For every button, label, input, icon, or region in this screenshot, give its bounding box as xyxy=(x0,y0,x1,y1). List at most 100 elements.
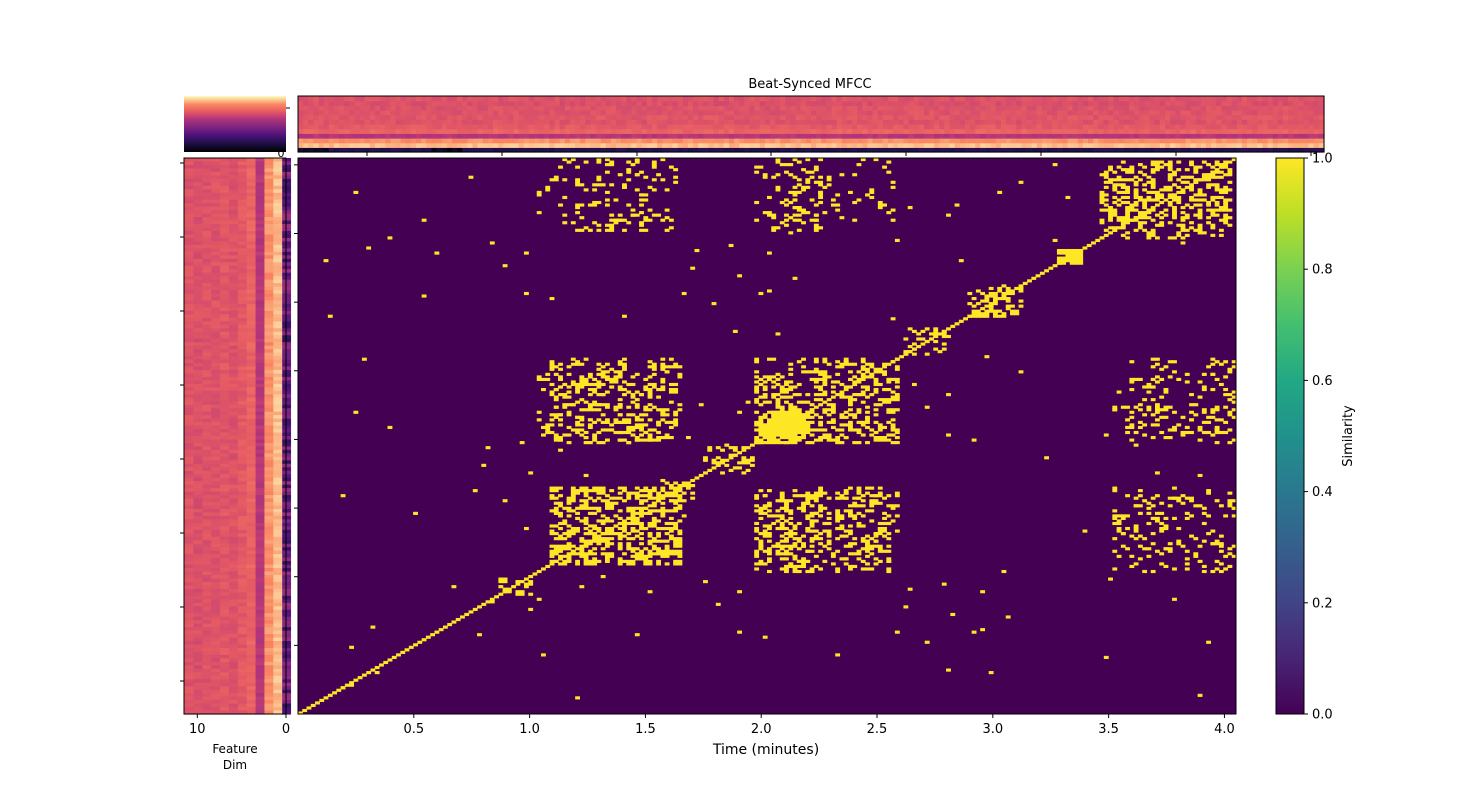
mfcc-left-cell xyxy=(201,314,212,319)
mfcc-top-cell xyxy=(877,110,884,116)
mfcc-left-cell xyxy=(184,373,194,378)
mfcc-top-cell xyxy=(759,133,766,139)
mfcc-top-cell xyxy=(621,124,627,130)
mfcc-left-cell xyxy=(237,543,247,548)
mfcc-left-cell xyxy=(246,550,256,555)
similarity-cell xyxy=(1150,206,1156,210)
similarity-cell xyxy=(792,410,798,414)
mfcc-top-cell xyxy=(426,105,432,111)
mfcc-top-cell xyxy=(949,96,956,102)
mfcc-left-cell xyxy=(272,557,283,562)
mfcc-top-cell xyxy=(1241,110,1248,116)
mfcc-left-cell xyxy=(228,258,238,263)
mfcc-top-cell xyxy=(882,119,889,125)
mfcc-top-cell xyxy=(1180,110,1187,116)
mfcc-top-cell xyxy=(785,119,792,125)
mfcc-left-cell xyxy=(263,651,274,656)
mfcc-left-cell xyxy=(210,495,221,500)
mfcc-top-cell xyxy=(754,133,761,139)
mfcc-left-cell xyxy=(219,644,229,649)
mfcc-left-cell xyxy=(246,470,256,475)
mfcc-top-cell xyxy=(1139,138,1146,144)
mfcc-top-cell xyxy=(846,128,853,134)
mfcc-left-cell xyxy=(246,293,256,298)
mfcc-top-cell xyxy=(790,142,797,148)
mfcc-left-cell xyxy=(272,401,283,406)
mfcc-left-cell xyxy=(192,529,203,534)
mfcc-left-cell xyxy=(201,352,212,357)
mfcc-left-cell xyxy=(263,210,274,215)
mfcc-top-cell xyxy=(513,110,520,116)
mfcc-top-cell xyxy=(754,142,761,148)
mfcc-top-cell xyxy=(1062,110,1069,116)
mfcc-left-cell xyxy=(192,575,203,580)
mfcc-top-cell xyxy=(918,114,925,120)
mfcc-top-cell xyxy=(898,124,904,130)
mfcc-top-cell xyxy=(1288,147,1294,153)
mfcc-top-cell xyxy=(954,142,961,148)
mfcc-top-cell xyxy=(703,138,709,144)
mfcc-left-cell xyxy=(219,206,229,211)
similarity-cell xyxy=(805,425,811,430)
mfcc-left-cell xyxy=(192,272,203,277)
similarity-cell xyxy=(1133,228,1139,232)
mfcc-left-cell xyxy=(219,297,229,302)
mfcc-top-cell xyxy=(621,110,627,116)
mfcc-top-cell xyxy=(482,133,489,139)
mfcc-top-cell xyxy=(857,114,863,120)
mfcc-left-cell xyxy=(246,230,256,236)
mfcc-left-cell xyxy=(210,554,221,559)
mfcc-top-cell xyxy=(913,128,920,134)
mfcc-top-cell xyxy=(1139,128,1146,134)
mfcc-top-cell xyxy=(513,105,520,111)
mfcc-top-cell xyxy=(498,100,504,106)
mfcc-top-cell xyxy=(1072,105,1079,111)
mfcc-top-cell xyxy=(610,128,617,134)
mfcc-left-cell xyxy=(272,442,283,448)
mfcc-top-cell xyxy=(421,124,427,130)
mfcc-top-cell xyxy=(862,124,869,130)
mfcc-top-cell xyxy=(328,138,335,144)
mfcc-top-cell xyxy=(1026,128,1033,134)
mfcc-top-cell xyxy=(1200,96,1207,102)
mfcc-top-cell xyxy=(1149,142,1156,148)
mfcc-left-cell xyxy=(219,314,229,319)
mfcc-top-cell xyxy=(944,124,951,130)
mfcc-left-cell xyxy=(192,679,203,684)
mfcc-left-cell xyxy=(192,258,203,263)
mfcc-left-cell xyxy=(254,474,265,479)
mfcc-left-cell xyxy=(228,373,238,378)
mfcc-left-cell xyxy=(272,425,283,430)
mfcc-top-cell xyxy=(698,138,704,144)
mfcc-left-cell xyxy=(237,578,247,583)
mfcc-top-cell xyxy=(1108,147,1115,153)
mfcc-top-cell xyxy=(887,110,894,116)
mfcc-left-cell xyxy=(263,543,274,548)
mfcc-left-cell xyxy=(263,689,274,694)
mfcc-top-cell xyxy=(857,110,863,116)
mfcc-top-cell xyxy=(1216,114,1222,120)
mfcc-top-cell xyxy=(415,105,422,111)
similarity-cell xyxy=(1133,200,1139,205)
mfcc-left-cell xyxy=(210,210,221,215)
similarity-cell xyxy=(1078,261,1084,265)
mfcc-top-cell xyxy=(610,100,617,106)
mfcc-top-cell xyxy=(1293,128,1299,134)
mfcc-top-cell xyxy=(893,124,899,130)
mfcc-left-cell xyxy=(192,178,203,183)
mfcc-left-cell xyxy=(184,255,194,260)
mfcc-top-cell xyxy=(421,119,427,125)
mfcc-top-cell xyxy=(749,147,756,153)
mfcc-top-cell xyxy=(580,142,586,148)
mfcc-top-cell xyxy=(339,114,345,120)
mfcc-top-cell xyxy=(1103,105,1110,111)
mfcc-top-cell xyxy=(1000,100,1007,106)
mfcc-left-cell xyxy=(210,606,221,611)
mfcc-top-cell xyxy=(1118,119,1125,125)
mfcc-top-cell xyxy=(1267,128,1274,134)
mfcc-top-cell xyxy=(749,133,756,139)
similarity-cell xyxy=(1150,170,1156,174)
mfcc-top-cell xyxy=(580,100,586,106)
mfcc-left-cell xyxy=(272,470,283,475)
mfcc-top-cell xyxy=(923,128,930,134)
